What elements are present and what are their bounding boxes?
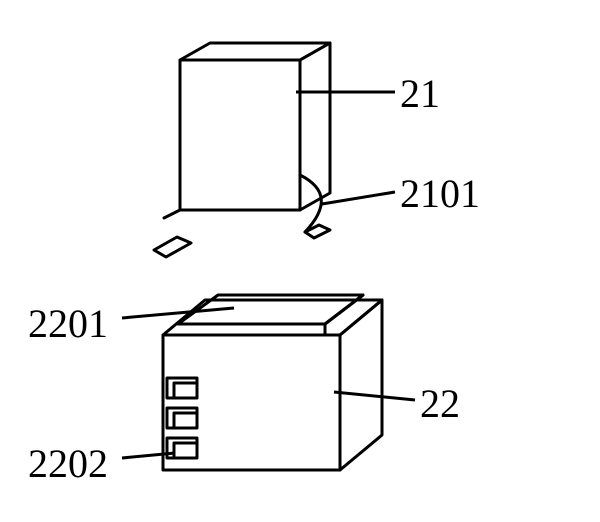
label-lower-ports: 2202 [28, 440, 108, 487]
label-lower-slot: 2201 [28, 300, 108, 347]
label-lower-block: 22 [420, 380, 460, 427]
label-upper-block: 21 [400, 70, 440, 117]
diagram-container: 21 2101 2201 22 2202 [0, 0, 600, 522]
label-upper-handle: 2101 [400, 170, 480, 217]
